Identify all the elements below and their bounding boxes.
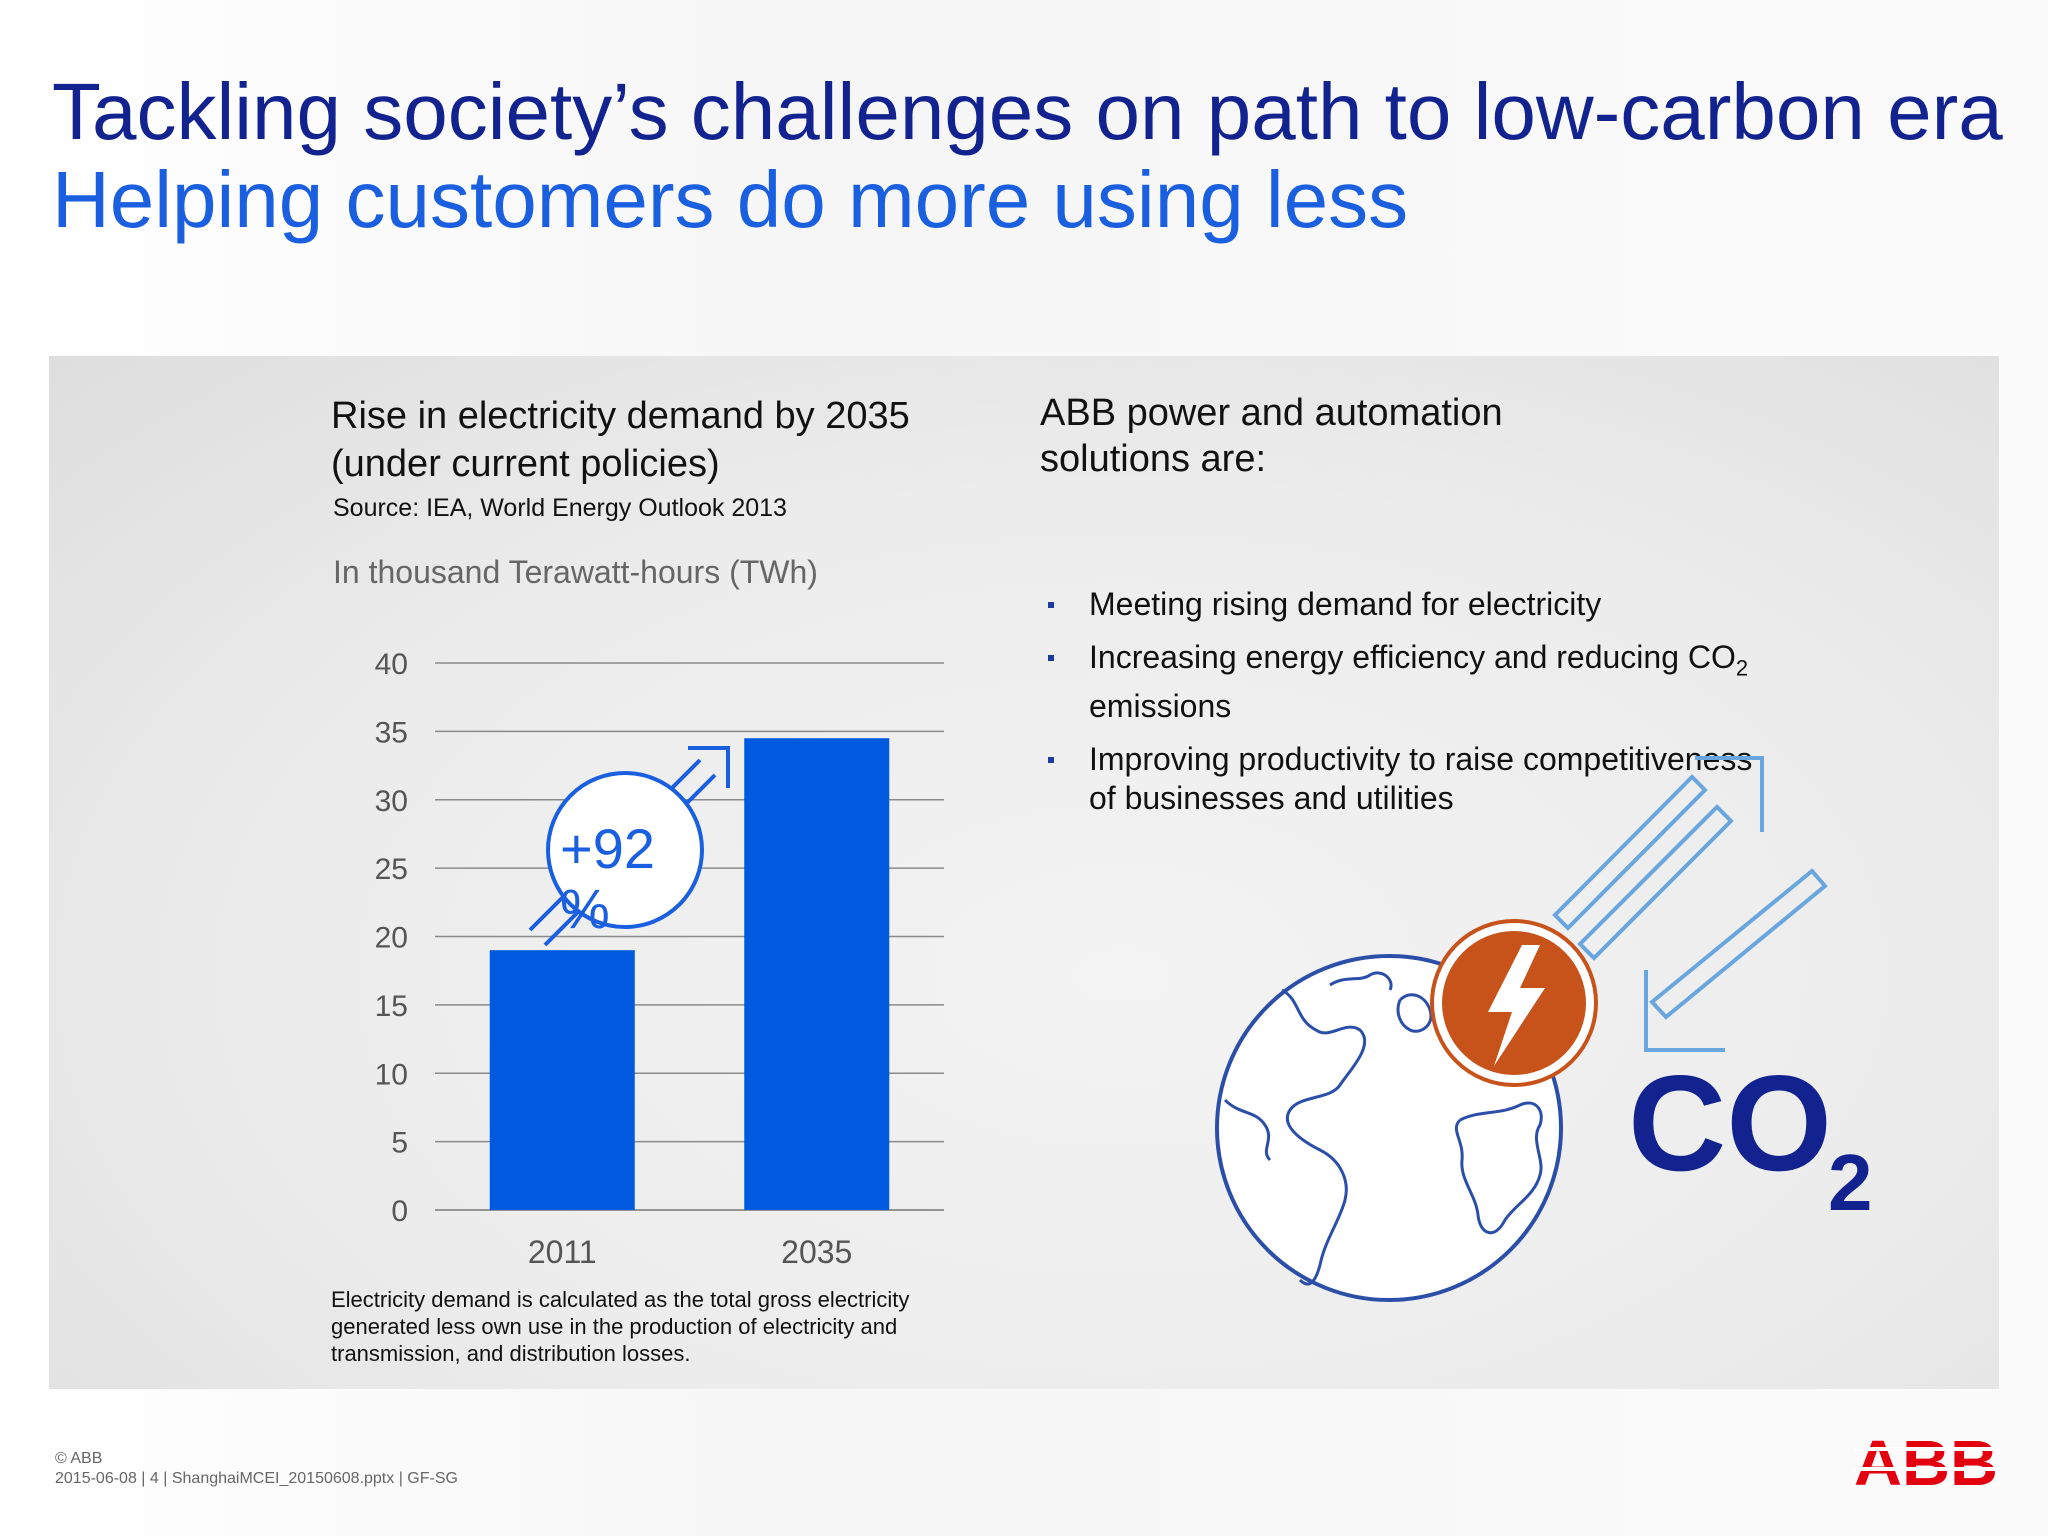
chart-y-ticks: 0 5 10 15 20 25 30 35 40 (375, 648, 408, 1228)
x-tick-label: 2035 (781, 1234, 852, 1270)
growth-annotation-text: % (560, 877, 610, 940)
chart-title: Rise in electricity demand by 2035 (unde… (331, 392, 910, 488)
growth-annotation: +92% (528, 746, 730, 947)
y-tick-label: 15 (375, 990, 408, 1023)
solutions-list: Meeting rising demand for electricity In… (1040, 585, 1760, 832)
footer-copyright: © ABB (55, 1450, 103, 1467)
bullet-co2-subscript: 2 (1735, 655, 1749, 681)
co2-subscript: 2 (1828, 1138, 1873, 1227)
y-tick-label: 5 (391, 1127, 408, 1160)
lightning-bolt-icon (1430, 919, 1598, 1087)
footer-date: 2015-06-08 (55, 1470, 137, 1487)
solutions-heading-line1: ABB power and automation (1040, 392, 1503, 434)
down-left-arrow-icon (1644, 868, 1828, 1052)
y-tick-label: 30 (375, 785, 408, 818)
footer-meta: 2015-06-08 | 4 | ShanghaiMCEI_20150608.p… (55, 1470, 458, 1488)
slide-subtitle: Helping customers do more using less (52, 155, 1409, 244)
co2-label: CO (1628, 1047, 1832, 1199)
chart-bars (489, 738, 890, 1210)
up-right-arrow-icon (1552, 756, 1764, 961)
y-tick-label: 20 (375, 922, 408, 955)
chart-title-line1: Rise in electricity demand by 2035 (331, 395, 910, 437)
bullet-text-demand: Meeting rising demand for electricity (1089, 586, 1602, 622)
chart-title-line2: (under current policies) (331, 443, 720, 485)
bar-2035 (744, 738, 890, 1210)
bar-2011 (489, 950, 635, 1210)
y-tick-label: 0 (391, 1195, 408, 1228)
logo-stripe (1854, 1447, 2000, 1451)
content-panel (49, 356, 1999, 1389)
list-item: Meeting rising demand for electricity (1040, 585, 1760, 624)
chart-source: Source: IEA, World Energy Outlook 2013 (333, 494, 787, 522)
list-item: Improving productivity to raise competit… (1040, 740, 1760, 818)
logo-stripe (1854, 1467, 2000, 1471)
x-tick-label: 2011 (528, 1234, 597, 1270)
chart-x-ticks: 2011 2035 (528, 1234, 853, 1270)
growth-annotation-text: +92 (560, 817, 655, 880)
bullet-icon (1048, 757, 1054, 764)
y-tick-label: 10 (375, 1058, 408, 1091)
bullet-text-emissions: emissions (1089, 688, 1232, 725)
bullet-text-productivity: Improving productivity to raise competit… (1089, 741, 1753, 817)
y-tick-label: 40 (375, 648, 408, 681)
chart-footnote: Electricity demand is calculated as the … (331, 1287, 910, 1366)
y-tick-label: 25 (375, 853, 408, 886)
footer-page: | 4 | (141, 1470, 168, 1487)
bullet-text-efficiency: Increasing energy efficiency and reducin… (1089, 639, 1736, 675)
chart-unit-label: In thousand Terawatt-hours (TWh) (333, 554, 818, 590)
list-item: Increasing energy efficiency and reducin… (1040, 638, 1760, 726)
abb-logo-text: ABB (1854, 1433, 1998, 1491)
growth-circle (546, 771, 704, 929)
bullet-icon (1048, 655, 1054, 661)
footer-file: ShanghaiMCEI_20150608.pptx | GF-SG (171, 1470, 458, 1487)
solutions-heading: ABB power and automation solutions are: (1040, 390, 1503, 482)
abb-logo: ABB (1854, 1433, 2000, 1491)
solutions-heading-line2: solutions are: (1040, 438, 1267, 480)
bullet-icon (1048, 602, 1054, 608)
y-tick-label: 35 (375, 716, 408, 749)
slide-title: Tackling society’s challenges on path to… (52, 67, 2003, 156)
